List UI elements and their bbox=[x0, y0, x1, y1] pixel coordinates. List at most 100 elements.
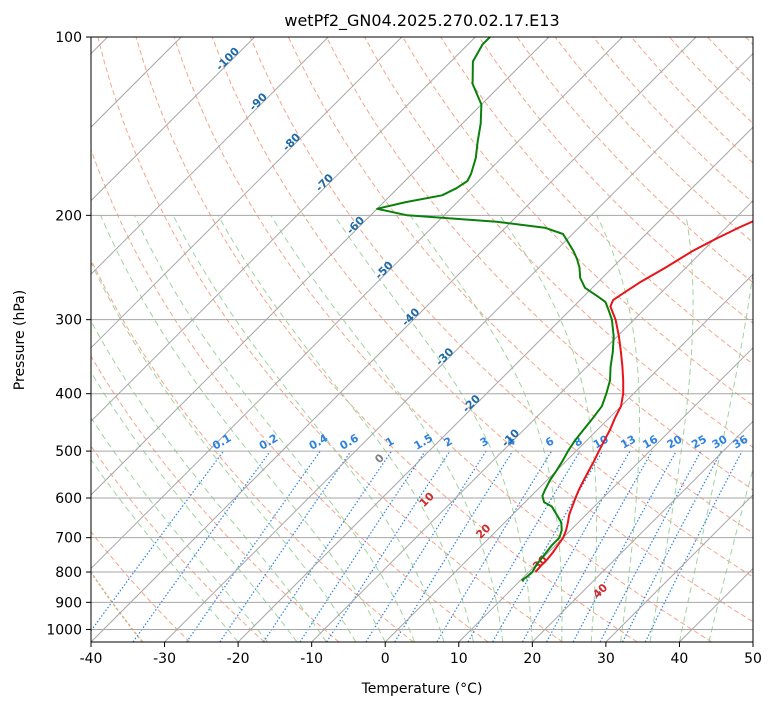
x-tick-label: 20 bbox=[523, 651, 541, 667]
isotherm-line bbox=[91, 37, 623, 570]
x-tick-label: 30 bbox=[597, 651, 615, 667]
dry-adiabat bbox=[97, 37, 563, 642]
moist-adiabat bbox=[678, 268, 753, 642]
y-tick-label: 100 bbox=[55, 30, 82, 46]
isotherm-line bbox=[605, 494, 753, 642]
moist-adiabat-label: 0 bbox=[372, 451, 387, 466]
moist-adiabat bbox=[100, 215, 386, 642]
moist-adiabat-label: 10 bbox=[417, 490, 437, 510]
reference-curve bbox=[91, 570, 144, 642]
dry-adiabat bbox=[478, 37, 753, 324]
dry-adiabat bbox=[707, 37, 753, 85]
y-tick-label: 300 bbox=[55, 313, 82, 329]
dry-adiabat bbox=[91, 258, 414, 642]
y-tick-label: 700 bbox=[55, 531, 82, 547]
x-tick-label: -10 bbox=[300, 651, 323, 667]
dry-adiabat bbox=[745, 37, 753, 46]
dry-adiabat bbox=[669, 37, 753, 125]
moist-adiabat bbox=[91, 458, 239, 642]
isotherm-line bbox=[91, 37, 476, 423]
moist-adiabat bbox=[333, 215, 533, 642]
mixing-ratio-line bbox=[186, 450, 321, 642]
y-tick-label: 900 bbox=[55, 595, 82, 611]
dry-adiabat bbox=[91, 148, 489, 642]
mixing-ratio-label: 6 bbox=[543, 434, 556, 449]
chart-title: wetPf2_GN04.2025.270.02.17.E13 bbox=[284, 11, 559, 31]
isotherm-line bbox=[91, 37, 550, 496]
y-tick-label: 200 bbox=[55, 208, 82, 224]
mixing-ratio-label: 36 bbox=[730, 432, 750, 451]
x-tick-label: -40 bbox=[80, 651, 103, 667]
moist-adiabat bbox=[91, 320, 327, 642]
mixing-ratio-line bbox=[91, 450, 224, 632]
isotherm-line bbox=[679, 567, 753, 642]
y-tick-label: 1000 bbox=[46, 622, 82, 638]
mixing-ratio-line bbox=[219, 450, 352, 642]
mixing-ratio-line bbox=[299, 450, 426, 642]
mixing-ratio-label: 0.1 bbox=[210, 432, 233, 453]
isotherm-line bbox=[91, 37, 403, 349]
isotherm-label: -60 bbox=[344, 214, 367, 237]
moist-adiabat bbox=[172, 215, 445, 642]
moist-adiabat bbox=[499, 215, 598, 642]
dry-adiabat bbox=[326, 37, 753, 491]
y-tick-label: 800 bbox=[55, 565, 82, 581]
x-tick-label: 50 bbox=[744, 651, 762, 667]
mixing-ratio-line bbox=[572, 450, 677, 642]
dry-adiabat bbox=[91, 355, 340, 642]
dry-adiabat bbox=[364, 37, 753, 449]
dry-adiabat bbox=[516, 37, 753, 284]
moist-adiabat bbox=[134, 215, 416, 642]
isotherm-label: -20 bbox=[460, 392, 483, 415]
moist-adiabat bbox=[217, 215, 474, 642]
moist-adiabat bbox=[91, 370, 298, 642]
mixing-ratio-line bbox=[326, 450, 451, 642]
dry-adiabat bbox=[135, 37, 638, 642]
dry-adiabat bbox=[554, 37, 753, 244]
isotherm-line bbox=[752, 641, 753, 642]
dry-adiabat bbox=[402, 37, 753, 407]
y-axis: 100 200 300 400 500 600 700 800 900 1000 bbox=[46, 30, 91, 638]
background-lines bbox=[91, 37, 753, 642]
isotherm-label: -90 bbox=[247, 90, 270, 113]
isotherm-label: -30 bbox=[433, 345, 456, 368]
isotherm-line bbox=[164, 52, 753, 642]
isotherm-line bbox=[384, 273, 753, 642]
dry-adiabat bbox=[249, 37, 753, 578]
moist-adiabat bbox=[649, 215, 694, 642]
pressure-gridlines bbox=[91, 37, 753, 630]
isotherm-label: -10 bbox=[499, 426, 522, 449]
moist-adiabat bbox=[91, 261, 357, 642]
mixing-ratio-line bbox=[467, 450, 581, 642]
dry-adiabat bbox=[91, 445, 265, 642]
isotherm-line bbox=[311, 199, 753, 642]
mixing-ratio-label: 3 bbox=[478, 435, 491, 450]
moist-adiabat bbox=[708, 466, 753, 642]
moist-adiabat bbox=[596, 215, 640, 642]
isotherm-line bbox=[91, 37, 697, 642]
moist-adiabat bbox=[270, 215, 504, 642]
mixing-ratio-label: 1.5 bbox=[412, 432, 435, 453]
mixing-ratio-label: 16 bbox=[640, 432, 660, 451]
isotherm-line bbox=[91, 37, 329, 275]
mixing-ratio-line bbox=[132, 450, 271, 642]
mixing-ratio-label: 30 bbox=[710, 432, 730, 451]
y-axis-label: Pressure (hPa) bbox=[12, 290, 28, 390]
x-tick-label: 10 bbox=[450, 651, 468, 667]
dry-adiabat bbox=[211, 37, 753, 623]
isotherm-line bbox=[531, 420, 753, 642]
y-tick-label: 400 bbox=[55, 387, 82, 403]
mixing-ratio-label: 1 bbox=[383, 435, 396, 450]
isotherm-label: -100 bbox=[213, 44, 242, 73]
mixing-ratio-line bbox=[521, 450, 631, 642]
mixing-ratio-line bbox=[262, 450, 392, 642]
plot-frame bbox=[90, 36, 754, 643]
mixing-ratio-line bbox=[599, 450, 702, 642]
mixing-ratio-label: 13 bbox=[618, 433, 638, 452]
isotherm-line bbox=[237, 126, 753, 642]
y-tick-label: 600 bbox=[55, 491, 82, 507]
isotherm-label: -40 bbox=[399, 305, 422, 328]
mixing-ratio-line bbox=[436, 450, 553, 642]
x-tick-label: -20 bbox=[227, 651, 250, 667]
